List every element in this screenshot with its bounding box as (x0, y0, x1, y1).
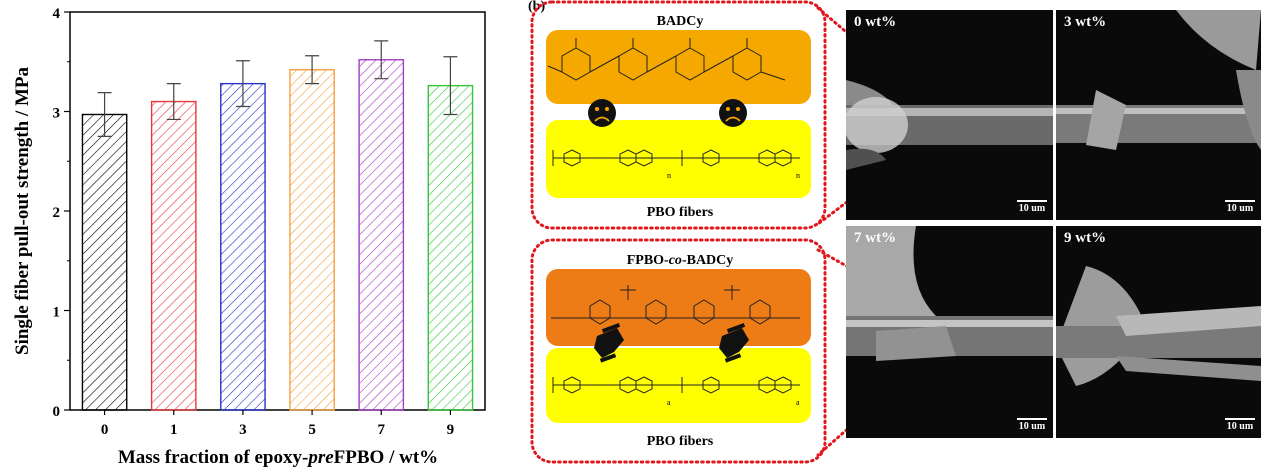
sad-face-icon (588, 99, 616, 127)
x-tick-label: 9 (447, 422, 455, 438)
bar-3 (220, 82, 266, 411)
error-bar-9 (443, 56, 458, 116)
x-tick-label: 7 (378, 422, 386, 438)
error-bar-0 (97, 91, 112, 137)
x-axis-ticks: 0 1 3 5 7 9 (101, 410, 454, 438)
error-bar-3 (235, 60, 250, 108)
bottom-title-part3: -BADCy (682, 253, 733, 268)
fpbo-structure (551, 285, 800, 325)
x-axis-title-part3: FPBO / wt% (334, 447, 439, 468)
sem-image-3wt: 3 wt% 10 um (1056, 10, 1261, 220)
pbo-structure-top (552, 149, 800, 167)
y-tick-label: 4 (53, 6, 61, 22)
top-fiber-layer (546, 120, 811, 198)
top-subscript-n: n (667, 171, 671, 180)
bars-group (81, 40, 474, 411)
sem-label: 3 wt% (1064, 14, 1107, 30)
sem-image-9wt: 9 wt% 10 um (1056, 226, 1261, 438)
sem-fiber-graphic (846, 80, 1053, 170)
scale-label: 10 um (1018, 203, 1046, 214)
sem-label: 9 wt% (1064, 230, 1107, 246)
sad-face-icon (719, 99, 747, 127)
scale-bar: 10 um (1225, 418, 1255, 432)
bar-7 (358, 59, 405, 411)
interface-schematic: BADCy n n (530, 0, 963, 464)
sem-fiber-graphic (1056, 10, 1261, 150)
error-bar-7 (374, 40, 389, 80)
scale-label: 10 um (1226, 421, 1254, 432)
sem-label: 7 wt% (854, 230, 897, 246)
x-axis-title-italic: pre (306, 447, 334, 468)
x-tick-label: 0 (101, 422, 109, 438)
handshake-icon (594, 323, 624, 363)
bottom-dotted-border (530, 238, 827, 464)
y-tick-label: 3 (53, 106, 61, 122)
x-axis-title-part1: Mass fraction of epoxy- (118, 447, 309, 468)
scale-label: 10 um (1018, 421, 1046, 432)
bar-5 (289, 69, 335, 411)
error-bar-1 (166, 83, 181, 121)
x-axis-title: Mass fraction of epoxy-preFPBO / wt% (118, 447, 438, 468)
top-subscript-n-2: n (796, 171, 800, 180)
top-title: BADCy (657, 14, 704, 29)
error-bar-5 (305, 55, 320, 85)
x-tick-label: 1 (170, 422, 178, 438)
bar-1 (150, 100, 197, 411)
bottom-subscript-a-2: a (796, 398, 800, 407)
handshake-icon (719, 323, 749, 363)
y-axis-ticks: 0 1 2 3 4 (53, 6, 70, 420)
sem-fiber-graphic (846, 226, 1053, 361)
top-fiber-label: PBO fibers (647, 205, 714, 220)
y-tick-label: 1 (53, 305, 61, 321)
scale-bar: 10 um (1017, 418, 1047, 432)
sem-label: 0 wt% (854, 14, 897, 30)
pbo-structure-bottom (552, 376, 800, 394)
sem-fiber-graphic (1056, 266, 1261, 386)
bottom-title-part1: FPBO- (627, 253, 669, 268)
y-tick-label: 0 (53, 404, 61, 420)
badcy-structure (547, 38, 786, 81)
scale-bar: 10 um (1225, 200, 1255, 214)
bar-9 (427, 84, 474, 411)
bar-0 (81, 113, 128, 411)
scale-label: 10 um (1226, 203, 1254, 214)
top-dotted-border (530, 0, 827, 230)
sem-image-7wt: 7 wt% 10 um (846, 226, 1053, 438)
bottom-resin-layer (546, 269, 811, 346)
panel-marker: (b) (528, 0, 545, 14)
bottom-title: FPBO-co-BADCy (627, 253, 734, 268)
x-tick-label: 3 (239, 422, 247, 438)
bottom-subscript-a: a (667, 398, 671, 407)
bottom-title-italic: co (669, 253, 682, 268)
y-tick-label: 2 (53, 205, 61, 221)
x-tick-label: 5 (308, 422, 316, 438)
sem-image-0wt: 0 wt% 10 um (846, 10, 1053, 220)
scale-bar: 10 um (1017, 200, 1047, 214)
bottom-fiber-label: PBO fibers (647, 434, 714, 449)
plot-frame (69, 11, 486, 411)
top-resin-layer (546, 30, 811, 104)
y-axis-title: Single fiber pull-out strength / MPa (12, 67, 33, 356)
bar-chart: 0 1 2 3 4 0 1 3 5 7 9 Single fiber pull-out stren… (12, 6, 486, 468)
